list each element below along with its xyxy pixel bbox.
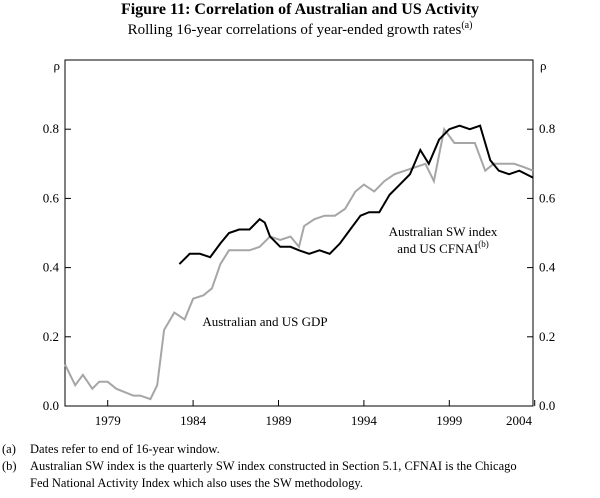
x-tick-label: 2004 [506,413,533,428]
footnote-text: Fed National Activity Index which also u… [30,476,363,490]
series-label-text: Australian SW index [389,224,498,239]
y2-tick-label: 0.4 [539,260,556,275]
series-label-text: Australian and US GDP [202,314,327,329]
x-tick-label: 1989 [266,413,292,428]
x-tick-label: 1979 [95,413,121,428]
x-tick-label: 1999 [436,413,462,428]
footnote-marker: (b) [2,459,17,473]
y-tick-label: 0.8 [43,121,59,136]
x-tick-label: 1984 [180,413,207,428]
y2-tick-label: 0.0 [539,398,555,413]
y2-tick-label: 0.2 [539,329,555,344]
y-tick-label: 0.4 [43,260,60,275]
chart-subtitle: Rolling 16-year correlations of year-end… [128,20,473,38]
footnote-text: Australian SW index is the quarterly SW … [30,459,517,473]
y2-tick-label: 0.6 [539,190,556,205]
series-label: Australian and US GDP [202,314,327,329]
y-tick-label: 0.6 [43,190,60,205]
series-label: Australian SW index [389,224,498,239]
y2-tick-label: 0.8 [539,121,555,136]
y2-axis-label: ρ [540,58,547,73]
chart-title: Figure 11: Correlation of Australian and… [121,1,479,18]
footnote-marker: (a) [2,442,16,456]
subtitle-text: Rolling 16-year correlations of year-end… [128,22,462,38]
y-axis-label: ρ [54,58,61,73]
y-tick-label: 0.0 [43,398,59,413]
y-tick-label: 0.2 [43,329,59,344]
series-label-note: (b) [478,239,489,249]
series-line [178,124,534,265]
plot-frame [64,59,534,407]
series-line [64,126,534,401]
series-label: and US CFNAI(b) [397,239,488,256]
x-tick-label: 1994 [351,413,378,428]
subtitle-note: (a) [461,20,472,31]
series-label-text: and US CFNAI [397,241,478,256]
footnote-text: Dates refer to end of 16-year window. [30,442,220,456]
